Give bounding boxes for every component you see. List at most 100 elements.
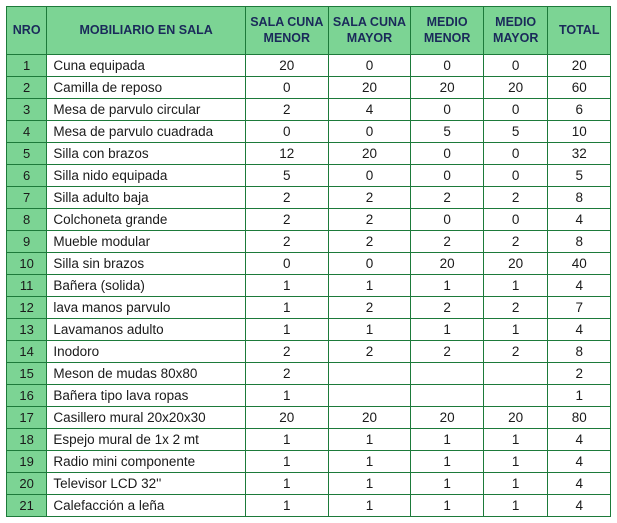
value-cell-mma: 0 — [483, 143, 548, 165]
value-cell-scma: 20 — [328, 77, 411, 99]
table-row: 3Mesa de parvulo circular24006 — [7, 99, 611, 121]
row-number: 11 — [7, 275, 47, 297]
value-cell-tot: 4 — [548, 473, 611, 495]
value-cell-mme: 20 — [411, 253, 484, 275]
value-cell-mma: 2 — [483, 341, 548, 363]
value-cell-tot: 4 — [548, 319, 611, 341]
value-cell-tot: 1 — [548, 385, 611, 407]
mobiliario-name: Mesa de parvulo cuadrada — [47, 121, 246, 143]
value-cell-mma: 0 — [483, 99, 548, 121]
table-row: 10Silla sin brazos00202040 — [7, 253, 611, 275]
col-header-mma: MEDIOMAYOR — [483, 7, 548, 55]
value-cell-scme: 2 — [245, 99, 328, 121]
value-cell-scme: 2 — [245, 187, 328, 209]
value-cell-scme: 5 — [245, 165, 328, 187]
value-cell-scma: 2 — [328, 341, 411, 363]
mobiliario-name: lava manos parvulo — [47, 297, 246, 319]
value-cell-scma — [328, 385, 411, 407]
table-row: 2Camilla de reposo020202060 — [7, 77, 611, 99]
mobiliario-table: NROMOBILIARIO EN SALASALA CUNAMENORSALA … — [6, 6, 611, 517]
row-number: 5 — [7, 143, 47, 165]
table-row: 12lava manos parvulo12227 — [7, 297, 611, 319]
table-row: 13Lavamanos adulto11114 — [7, 319, 611, 341]
value-cell-scme: 1 — [245, 275, 328, 297]
value-cell-tot: 4 — [548, 495, 611, 517]
mobiliario-name: Mesa de parvulo circular — [47, 99, 246, 121]
value-cell-scma: 1 — [328, 495, 411, 517]
mobiliario-name: Espejo mural de 1x 2 mt — [47, 429, 246, 451]
table-row: 1Cuna equipada2000020 — [7, 55, 611, 77]
value-cell-tot: 4 — [548, 275, 611, 297]
value-cell-scme: 20 — [245, 407, 328, 429]
value-cell-tot: 4 — [548, 429, 611, 451]
value-cell-mme — [411, 385, 484, 407]
value-cell-tot: 8 — [548, 231, 611, 253]
value-cell-scma: 0 — [328, 55, 411, 77]
value-cell-scme: 1 — [245, 385, 328, 407]
table-body: 1Cuna equipada20000202Camilla de reposo0… — [7, 55, 611, 517]
mobiliario-name: Silla nido equipada — [47, 165, 246, 187]
value-cell-mma: 2 — [483, 297, 548, 319]
value-cell-mme: 0 — [411, 99, 484, 121]
table-row: 16Bañera tipo lava ropas11 — [7, 385, 611, 407]
table-row: 5Silla con brazos12200032 — [7, 143, 611, 165]
mobiliario-name: Cuna equipada — [47, 55, 246, 77]
value-cell-mma: 2 — [483, 231, 548, 253]
value-cell-scma: 1 — [328, 451, 411, 473]
value-cell-tot: 7 — [548, 297, 611, 319]
value-cell-mme: 1 — [411, 429, 484, 451]
value-cell-mme: 2 — [411, 231, 484, 253]
value-cell-mma: 1 — [483, 495, 548, 517]
row-number: 21 — [7, 495, 47, 517]
value-cell-mme: 0 — [411, 165, 484, 187]
mobiliario-name: Silla adulto baja — [47, 187, 246, 209]
table-row: 6Silla nido equipada50005 — [7, 165, 611, 187]
value-cell-mma: 5 — [483, 121, 548, 143]
table-row: 11Bañera (solida)11114 — [7, 275, 611, 297]
value-cell-tot: 4 — [548, 209, 611, 231]
mobiliario-name: Meson de mudas 80x80 — [47, 363, 246, 385]
mobiliario-name: Camilla de reposo — [47, 77, 246, 99]
value-cell-scme: 1 — [245, 451, 328, 473]
value-cell-tot: 5 — [548, 165, 611, 187]
col-header-mob: MOBILIARIO EN SALA — [47, 7, 246, 55]
value-cell-mma: 0 — [483, 165, 548, 187]
value-cell-tot: 2 — [548, 363, 611, 385]
value-cell-scma: 0 — [328, 253, 411, 275]
row-number: 1 — [7, 55, 47, 77]
value-cell-tot: 4 — [548, 451, 611, 473]
table-row: 8Colchoneta grande22004 — [7, 209, 611, 231]
table-row: 9Mueble modular22228 — [7, 231, 611, 253]
value-cell-mma: 1 — [483, 473, 548, 495]
value-cell-scme: 0 — [245, 253, 328, 275]
row-number: 8 — [7, 209, 47, 231]
mobiliario-name: Calefacción a leña — [47, 495, 246, 517]
value-cell-mme: 5 — [411, 121, 484, 143]
row-number: 2 — [7, 77, 47, 99]
row-number: 14 — [7, 341, 47, 363]
value-cell-mme: 1 — [411, 319, 484, 341]
value-cell-mme: 1 — [411, 495, 484, 517]
value-cell-tot: 8 — [548, 341, 611, 363]
value-cell-scma: 2 — [328, 187, 411, 209]
value-cell-scme: 0 — [245, 77, 328, 99]
value-cell-mme: 20 — [411, 407, 484, 429]
value-cell-tot: 32 — [548, 143, 611, 165]
row-number: 19 — [7, 451, 47, 473]
value-cell-tot: 6 — [548, 99, 611, 121]
value-cell-scme: 1 — [245, 473, 328, 495]
row-number: 16 — [7, 385, 47, 407]
value-cell-mme: 0 — [411, 209, 484, 231]
value-cell-scme: 2 — [245, 341, 328, 363]
value-cell-mma: 1 — [483, 319, 548, 341]
col-header-scme: SALA CUNAMENOR — [245, 7, 328, 55]
mobiliario-name: Bañera (solida) — [47, 275, 246, 297]
value-cell-mma: 20 — [483, 253, 548, 275]
value-cell-mme: 1 — [411, 473, 484, 495]
value-cell-mme: 0 — [411, 55, 484, 77]
row-number: 17 — [7, 407, 47, 429]
value-cell-mme: 0 — [411, 143, 484, 165]
value-cell-tot: 60 — [548, 77, 611, 99]
mobiliario-name: Colchoneta grande — [47, 209, 246, 231]
mobiliario-name: Silla con brazos — [47, 143, 246, 165]
